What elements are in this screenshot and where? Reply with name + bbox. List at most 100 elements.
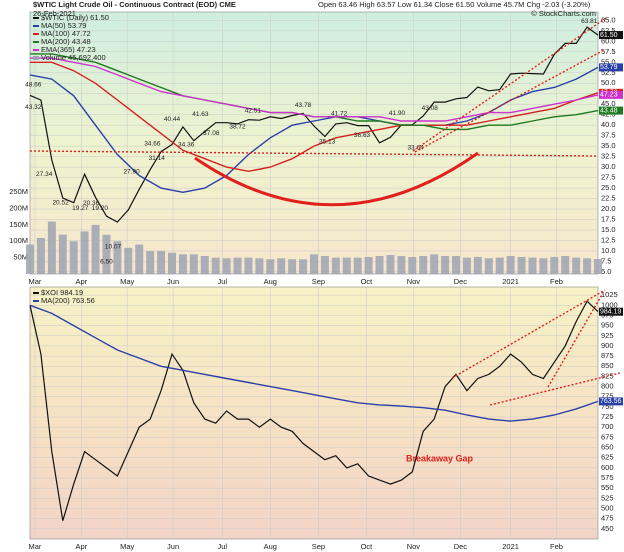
- y-tick-label: 37.5: [601, 131, 616, 140]
- y-tick-label: 62.5: [601, 26, 616, 35]
- x-tick-label: Apr: [76, 277, 88, 286]
- volume-bar: [211, 257, 220, 274]
- y-tick-label: 700: [601, 422, 614, 431]
- volume-bar: [157, 251, 166, 274]
- y-tick-label: 30.0: [601, 162, 616, 171]
- volume-bar: [408, 256, 417, 274]
- legend-label: MA(200) 763.56: [41, 296, 95, 305]
- y-tick-label: 775: [601, 392, 614, 401]
- y-tick-label: 725: [601, 412, 614, 421]
- annotations: [29, 17, 621, 406]
- y-tick-label: 12.5: [601, 235, 616, 244]
- volume-bar: [419, 255, 428, 274]
- series-line: [29, 300, 599, 521]
- volume-bar: [353, 257, 362, 274]
- value-badge: [599, 90, 623, 99]
- price-label: 63.81: [581, 18, 598, 25]
- y-tick-label: 22.5: [601, 194, 616, 203]
- price-label: 20.52: [52, 200, 69, 207]
- x-tick-label: Feb: [550, 542, 563, 551]
- price-label: 34.36: [178, 142, 195, 149]
- volume-bar: [484, 258, 493, 274]
- volume-bar: [550, 256, 559, 274]
- volume-bar: [299, 259, 308, 274]
- volume-tick-label: 50M: [13, 253, 28, 262]
- y-tick-label: 900: [601, 341, 614, 350]
- volume-tick-label: 250M: [9, 187, 28, 196]
- x-tick-label: Jul: [217, 277, 227, 286]
- y-tick-label: 475: [601, 514, 614, 523]
- legend-label: $WTIC (Daily) 61.50: [41, 13, 109, 22]
- panel-bg: [29, 286, 599, 540]
- price-label: 41.72: [331, 111, 348, 118]
- trend-line: [412, 17, 607, 152]
- y-tick-label: 7.5: [601, 256, 611, 265]
- price-label: 33.64: [407, 145, 424, 152]
- value-badge-label: 47.23: [600, 92, 618, 99]
- volume-bar: [277, 258, 286, 274]
- x-tick-label: Dec: [454, 277, 468, 286]
- x-tick-label: Feb: [550, 277, 563, 286]
- x-tick-label: Nov: [407, 277, 421, 286]
- chart-date: 26-Feb-2021: [33, 9, 76, 18]
- volume-bar: [364, 256, 373, 274]
- volume-bar: [320, 255, 329, 274]
- volume-bar: [146, 251, 155, 274]
- value-badge-label: 61.50: [600, 32, 618, 39]
- volume-bar: [342, 257, 351, 274]
- x-tick-label: Oct: [361, 277, 374, 286]
- price-label: 42.51: [245, 107, 262, 114]
- price-label: 34.66: [144, 140, 161, 147]
- legend-label: MA(200) 43.48: [41, 37, 91, 46]
- price-label: 10.07: [105, 243, 122, 250]
- y-tick-label: 27.5: [601, 173, 616, 182]
- legend-label: $XOI 984.19: [41, 288, 83, 297]
- series-line: [30, 61, 599, 173]
- legend-label: EMA(365) 47.23: [41, 45, 96, 54]
- y-tick-label: 25.0: [601, 183, 616, 192]
- price-label: 20.36: [83, 200, 100, 207]
- price-label: 35.13: [319, 138, 336, 145]
- y-tick-label: 17.5: [601, 214, 616, 223]
- legend-swatch: [33, 56, 39, 60]
- price-label: 6.50: [100, 258, 113, 265]
- y-tick-label: 40.0: [601, 120, 616, 129]
- value-badge: [599, 31, 623, 40]
- volume-bar: [397, 255, 406, 274]
- y-tick-label: 50.0: [601, 78, 616, 87]
- volume-bar: [386, 255, 395, 274]
- volume-bar: [69, 241, 78, 274]
- volume-bar: [233, 257, 242, 274]
- y-tick-label: 45.0: [601, 99, 616, 108]
- price-label: 38.72: [229, 123, 246, 130]
- price-label: 43.08: [422, 105, 439, 112]
- x-tick-label: Jun: [167, 277, 179, 286]
- x-tick-label: Jun: [167, 542, 179, 551]
- price-label: 27.90: [123, 169, 140, 176]
- x-tick-label: Aug: [264, 542, 277, 551]
- y-tick-label: 20.0: [601, 204, 616, 213]
- price-label: 43.78: [295, 102, 312, 109]
- volume-bar: [473, 256, 482, 274]
- volume-bar: [135, 244, 144, 274]
- volume-bar: [200, 255, 209, 274]
- x-tick-label: Mar: [28, 542, 41, 551]
- volume-bar: [58, 234, 67, 274]
- x-tick-label: 2021: [502, 542, 519, 551]
- volume-tick-label: 100M: [9, 236, 28, 245]
- volume-bar: [331, 257, 340, 274]
- price-label: 19.20: [92, 205, 109, 212]
- quote: Open 63.46 High 63.57 Low 61.34 Close 61…: [318, 0, 591, 9]
- y-tick-label: 1025: [601, 290, 618, 299]
- y-tick-label: 10.0: [601, 246, 616, 255]
- price-label: 48.66: [25, 82, 42, 89]
- volume-bar: [452, 255, 460, 274]
- y-tick-label: 32.5: [601, 152, 616, 161]
- volume-tick-label: 200M: [9, 203, 28, 212]
- y-tick-label: 5.0: [601, 267, 611, 276]
- volume-bar: [430, 254, 439, 274]
- volume-bar: [91, 224, 100, 274]
- value-badge: [599, 307, 623, 316]
- volume-bar: [124, 247, 133, 274]
